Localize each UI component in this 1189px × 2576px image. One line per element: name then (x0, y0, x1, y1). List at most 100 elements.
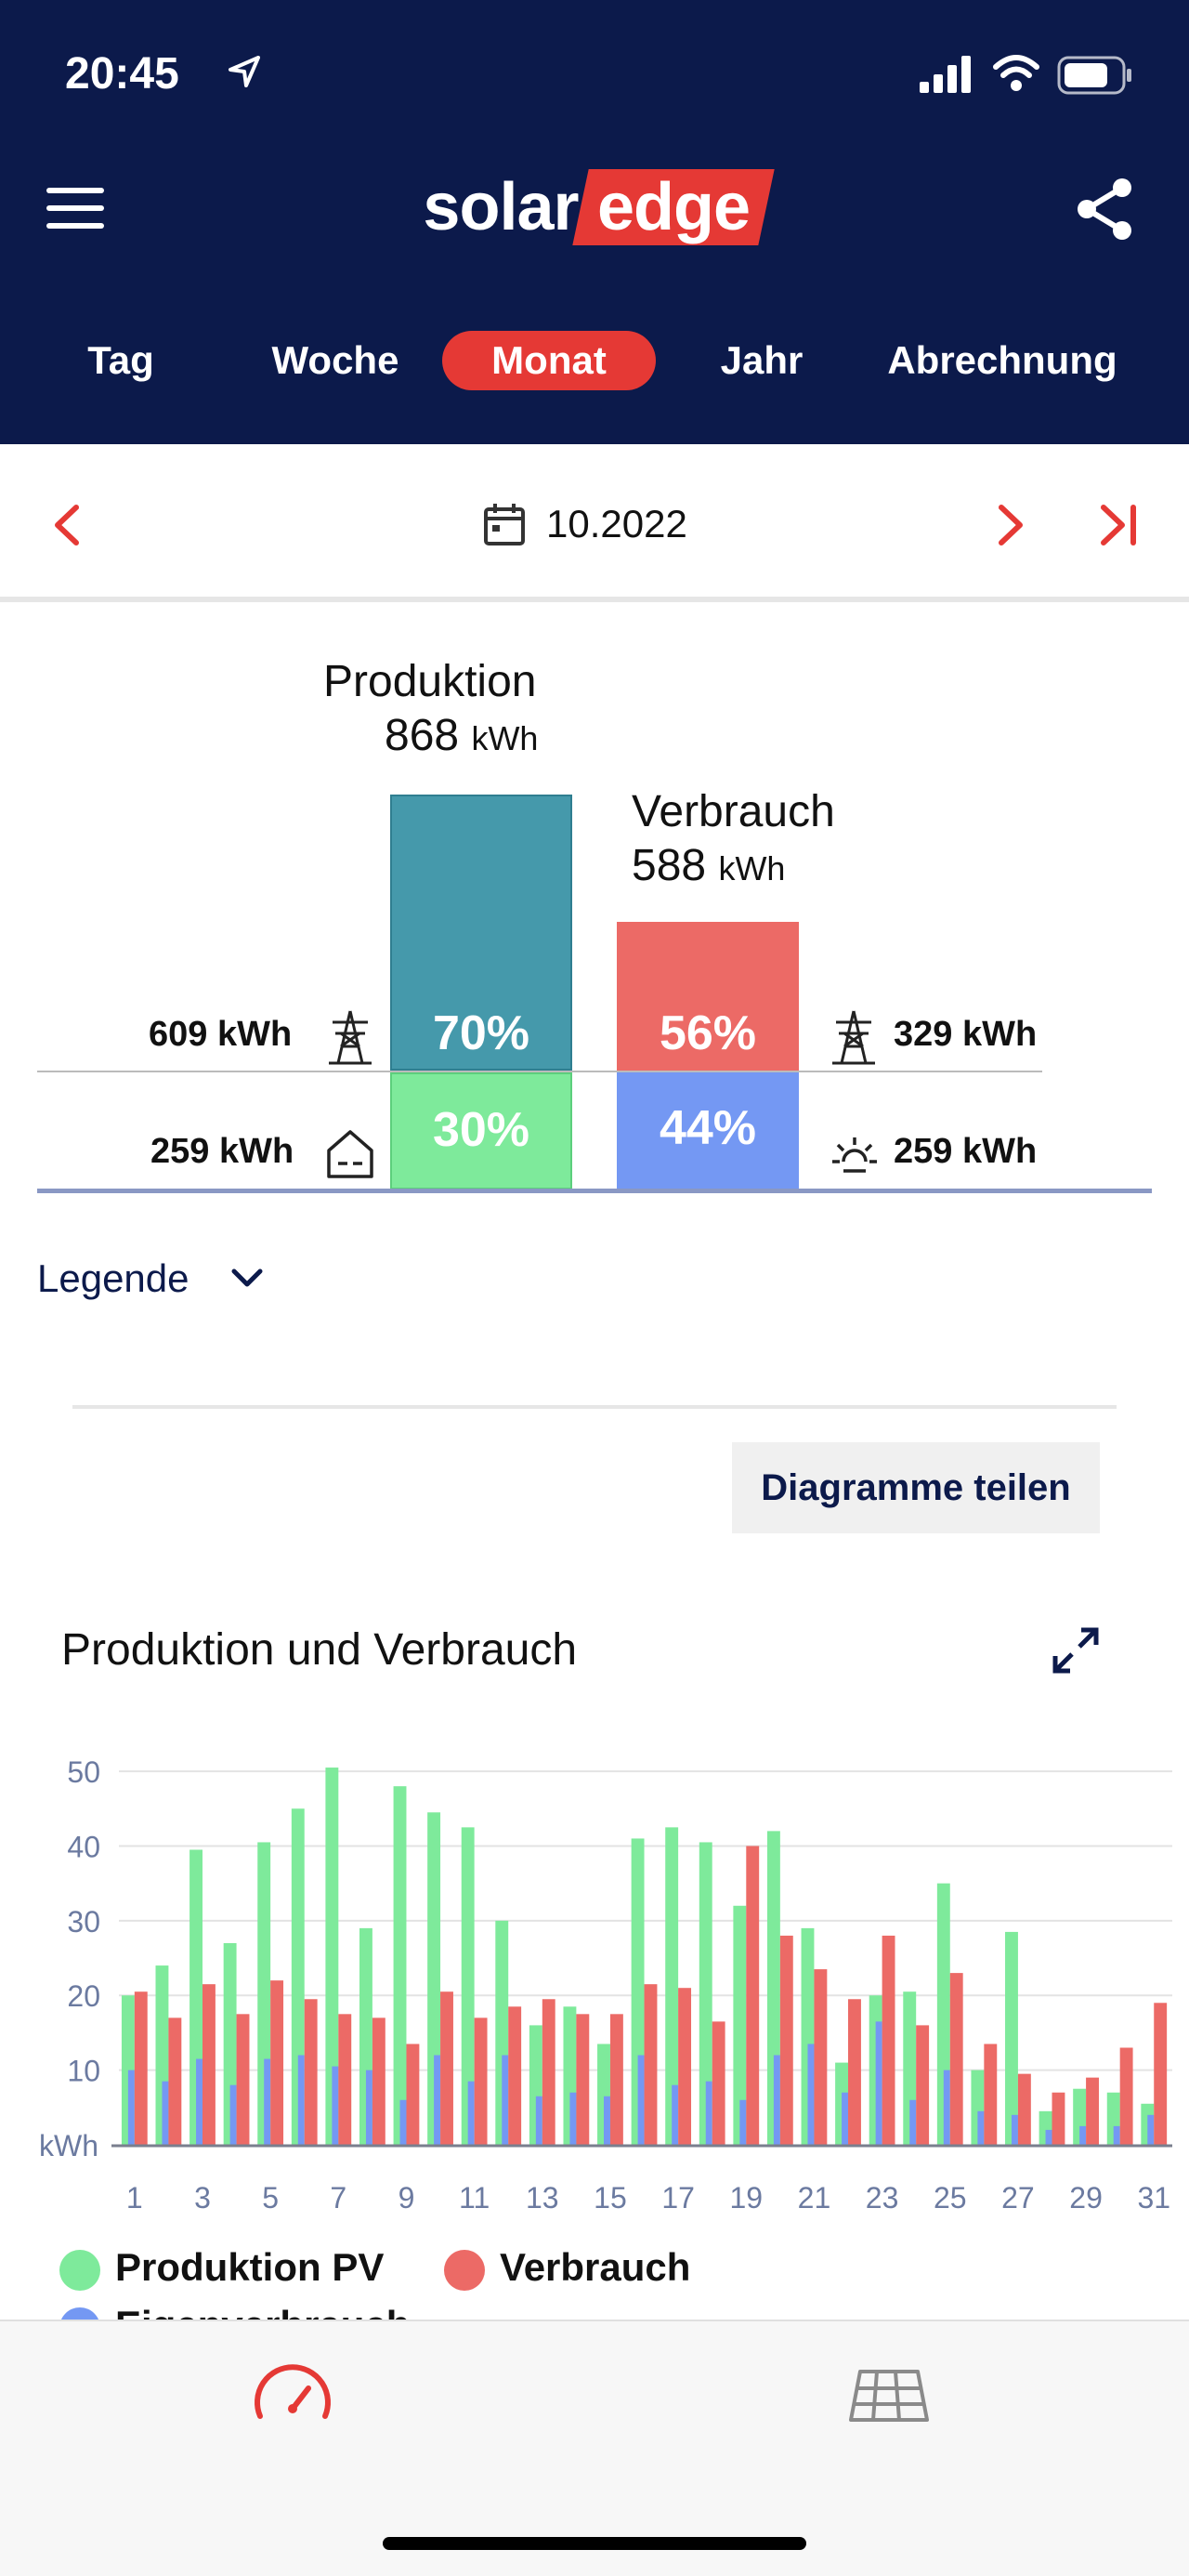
bar-consumption (508, 2006, 522, 2145)
production-label: Produktion (323, 657, 537, 706)
x-tick-label: 5 (262, 2181, 279, 2215)
wifi-icon (993, 55, 1039, 91)
bar-consumption (542, 1999, 555, 2145)
bar-production (393, 1786, 407, 2145)
battery-icon (1057, 56, 1131, 95)
bar-self-consumption (842, 2092, 849, 2145)
y-tick-label: 30 (67, 1905, 100, 1939)
home-indicator (383, 2537, 806, 2550)
x-tick-label: 7 (330, 2181, 346, 2215)
tab-jahr[interactable]: Jahr (720, 338, 804, 382)
bar-consumption (270, 1980, 284, 2145)
x-tick-label: 23 (866, 2181, 899, 2215)
y-tick-label: 20 (67, 1979, 100, 2013)
bar-self-consumption (467, 2081, 475, 2145)
bar-consumption (1154, 2003, 1168, 2145)
bar-self-consumption (773, 2055, 780, 2145)
production-grid-value: 609 kWh (149, 1015, 293, 1054)
solar-panel-layout-icon[interactable] (847, 2368, 931, 2424)
bar-self-consumption (1147, 2114, 1155, 2145)
house-icon (327, 1130, 373, 1178)
x-tick-label: 21 (798, 2181, 831, 2215)
y-axis-unit-label: kWh (39, 2129, 98, 2162)
bar-self-consumption (1079, 2125, 1087, 2145)
menu-icon[interactable] (46, 186, 104, 230)
x-tick-label: 9 (399, 2181, 415, 2215)
bar-self-consumption (739, 2099, 747, 2145)
cellular-signal-icon (920, 56, 971, 93)
bar-self-consumption (637, 2055, 645, 2145)
bar-self-consumption (909, 2099, 917, 2145)
x-tick-label: 29 (1069, 2181, 1103, 2215)
current-date[interactable]: 10.2022 (546, 502, 687, 545)
chevron-down-icon[interactable] (230, 1268, 264, 1290)
x-tick-label: 17 (661, 2181, 695, 2215)
chevron-right-icon[interactable] (998, 504, 1026, 546)
calendar-icon[interactable] (483, 502, 526, 546)
section-divider (72, 1405, 1117, 1409)
bar-self-consumption (705, 2081, 712, 2145)
consumption-grid-segment: 56% (617, 922, 799, 1071)
bar-consumption (984, 2044, 998, 2145)
bar-consumption (644, 1984, 658, 2145)
bar-self-consumption (196, 2058, 203, 2145)
bar-self-consumption (229, 2084, 237, 2145)
bar-consumption (406, 2044, 420, 2145)
bar-self-consumption (365, 2070, 372, 2145)
legend-toggle[interactable]: Legende (37, 1256, 189, 1300)
x-tick-label: 31 (1137, 2181, 1170, 2215)
consumption-total: 588 kWh (632, 841, 786, 890)
bar-consumption (236, 2014, 250, 2145)
production-self-value: 259 kWh (150, 1132, 294, 1171)
tab-tag[interactable]: Tag (87, 338, 154, 382)
x-tick-label: 15 (594, 2181, 627, 2215)
x-tick-label: 11 (459, 2181, 490, 2215)
consumption-self-segment: 44% (617, 1072, 799, 1189)
bar-production (325, 1768, 339, 2145)
skip-to-end-icon[interactable] (1100, 504, 1139, 546)
bar-self-consumption (1045, 2129, 1052, 2145)
chevron-left-icon[interactable] (52, 504, 80, 546)
y-tick-label: 40 (67, 1830, 100, 1863)
sun-icon (832, 1137, 877, 1173)
baseline (37, 1189, 1152, 1193)
bar-production (665, 1827, 679, 2145)
bar-self-consumption (1011, 2114, 1018, 2145)
bar-self-consumption (604, 2096, 610, 2145)
power-pylon-icon (329, 1010, 372, 1065)
x-tick-label: 25 (934, 2181, 967, 2215)
tab-monat[interactable]: Monat (442, 331, 656, 390)
x-tick-label: 27 (1001, 2181, 1035, 2215)
share-icon[interactable] (1074, 177, 1135, 242)
share-charts-button[interactable]: Diagramme teilen (732, 1442, 1100, 1533)
bar-consumption (304, 1999, 318, 2145)
production-self-segment: 30% (390, 1072, 572, 1189)
solaredge-logo: solar edge (0, 169, 1189, 245)
bar-consumption (949, 1973, 963, 2145)
dashboard-gauge-icon[interactable] (251, 2360, 334, 2425)
bar-consumption (882, 1935, 895, 2145)
y-tick-label: 10 (67, 2055, 100, 2088)
x-tick-label: 19 (729, 2181, 763, 2215)
bar-production (1005, 1931, 1018, 2145)
bar-production (699, 1842, 712, 2145)
consumption-self-value: 259 kWh (894, 1132, 1038, 1171)
bar-self-consumption (672, 2084, 679, 2145)
legend-item-consumption: Verbrauch (444, 2245, 690, 2291)
consumption-grid-value: 329 kWh (894, 1015, 1038, 1054)
date-navigation (0, 444, 1189, 602)
bar-consumption (1119, 2047, 1133, 2145)
bar-self-consumption (502, 2055, 509, 2145)
bar-self-consumption (943, 2070, 950, 2145)
bar-self-consumption (162, 2081, 169, 2145)
bar-consumption (134, 1991, 148, 2145)
tab-abrechnung[interactable]: Abrechnung (887, 338, 1117, 382)
x-tick-label: 1 (126, 2181, 143, 2215)
power-pylon-icon (832, 1010, 875, 1065)
tab-woche[interactable]: Woche (271, 338, 399, 382)
bar-self-consumption (535, 2096, 542, 2145)
bar-self-consumption (399, 2099, 407, 2145)
expand-icon[interactable] (1050, 1624, 1102, 1676)
bar-consumption (1052, 2092, 1065, 2145)
